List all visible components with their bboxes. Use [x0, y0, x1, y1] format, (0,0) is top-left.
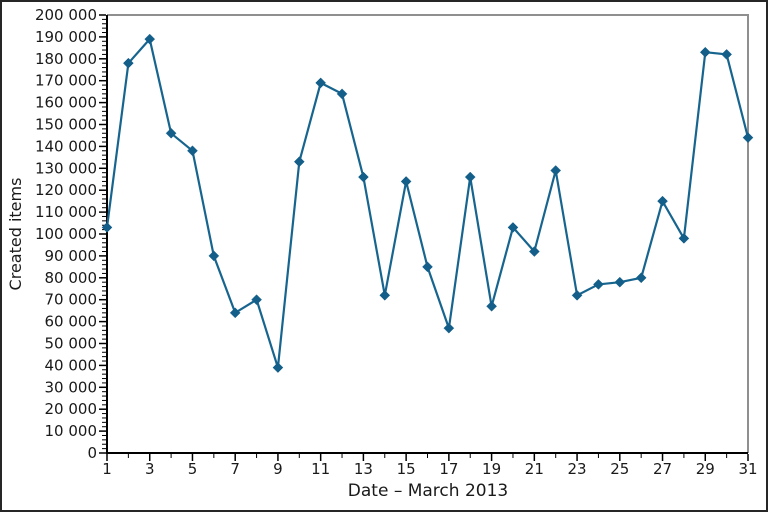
y-tick-label: 10 000: [45, 422, 98, 440]
data-point-marker: [379, 289, 391, 301]
x-axis-title: Date – March 2013: [348, 481, 508, 501]
y-tick-label: 180 000: [35, 50, 97, 68]
data-point-marker: [593, 279, 604, 290]
y-tick-label: 90 000: [45, 247, 98, 265]
y-tick-label: 80 000: [45, 269, 98, 287]
data-point-marker: [229, 307, 241, 319]
y-axis-title: Created items: [6, 178, 25, 291]
y-tick-label: 20 000: [45, 400, 98, 418]
data-point-marker: [251, 294, 262, 306]
data-point-marker: [208, 250, 220, 262]
data-point-marker: [400, 176, 412, 187]
y-tick-label: 110 000: [35, 203, 97, 221]
y-tick-label: 40 000: [45, 356, 98, 374]
data-point-marker: [144, 33, 156, 45]
data-line: [105, 36, 750, 368]
data-point-marker: [699, 46, 711, 58]
data-point-marker: [123, 57, 134, 69]
y-tick-label: 0: [87, 444, 97, 462]
data-point-marker: [614, 276, 626, 288]
data-point-marker: [721, 49, 732, 60]
x-tick-label: 25: [610, 460, 629, 478]
x-tick-label: 15: [397, 460, 416, 478]
y-tick-label: 50 000: [45, 335, 98, 353]
data-point-marker: [464, 171, 476, 183]
y-tick-label: 140 000: [35, 137, 97, 155]
data-point-marker: [165, 127, 177, 139]
y-tick-label: 30 000: [45, 378, 98, 396]
x-tick-label: 21: [525, 460, 544, 478]
data-point-marker: [507, 222, 519, 233]
data-point-marker: [550, 165, 562, 176]
data-point-marker: [678, 233, 690, 244]
x-tick-label: 31: [738, 460, 757, 478]
data-point-marker: [742, 132, 754, 143]
y-tick-label: 70 000: [45, 291, 98, 309]
x-tick-label: 3: [145, 460, 155, 478]
data-point-marker: [315, 77, 327, 89]
data-point-marker: [272, 362, 284, 373]
x-tick-label: 7: [230, 460, 240, 478]
y-tick-label: 200 000: [35, 6, 97, 24]
x-tick-label: 19: [482, 460, 501, 478]
plot-spines: [107, 14, 749, 453]
y-tick-label: 120 000: [35, 181, 97, 199]
x-tick-label: 5: [188, 460, 198, 478]
x-tick-label: 23: [568, 460, 587, 478]
y-tick-label: 170 000: [35, 72, 97, 90]
data-point-marker: [528, 246, 540, 257]
data-point-marker: [571, 289, 583, 301]
data-point-marker: [187, 145, 198, 157]
data-point-marker: [336, 88, 348, 100]
y-tick-label: 160 000: [35, 94, 97, 112]
x-tick-label: 17: [439, 460, 458, 478]
data-point-marker: [635, 272, 647, 284]
data-point-marker: [101, 222, 113, 233]
data-point-marker: [486, 300, 497, 312]
x-tick-label: 11: [311, 460, 330, 478]
x-tick-label: 13: [354, 460, 373, 478]
data-point-marker: [657, 195, 668, 207]
y-tick-label: 100 000: [35, 225, 97, 243]
x-tick-label: 9: [273, 460, 283, 478]
data-point-marker: [358, 171, 369, 183]
y-tick-label: 150 000: [35, 116, 97, 134]
data-point-marker: [443, 322, 455, 334]
x-tick-label: 27: [653, 460, 672, 478]
x-tick-label: 29: [696, 460, 715, 478]
data-point-marker: [422, 261, 433, 273]
y-tick-label: 60 000: [45, 313, 98, 331]
x-tick-label: 1: [102, 460, 112, 478]
data-point-marker: [293, 156, 305, 168]
y-tick-label: 130 000: [35, 159, 97, 177]
y-tick-label: 190 000: [35, 28, 97, 46]
plot-area: 0 10 000 20 000 30 000 40 000 50 000 60 000 70 …: [35, 6, 758, 478]
